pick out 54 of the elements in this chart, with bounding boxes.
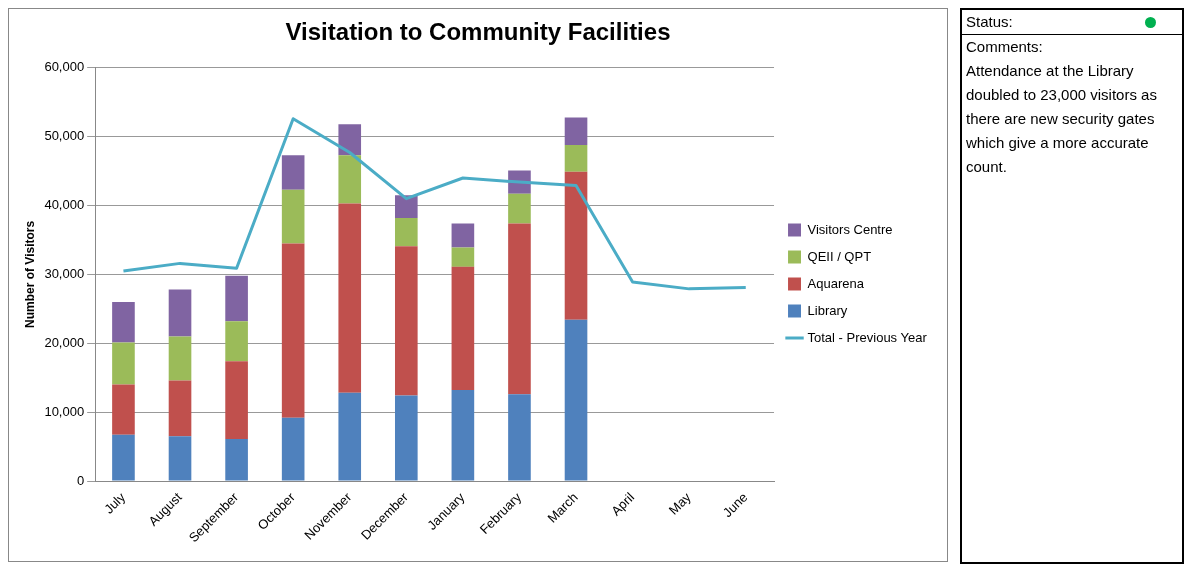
bar bbox=[564, 319, 588, 481]
bar bbox=[508, 223, 531, 395]
bar bbox=[112, 342, 135, 385]
y-tick-label: 50,000 bbox=[44, 128, 85, 144]
text: Comments: bbox=[965, 37, 1044, 57]
bar bbox=[281, 189, 305, 244]
text: Attendance at the Library doubled to 23,000 visitors as there are new security gates which give a more accurate count. bbox=[965, 61, 1158, 177]
y-tick-label: 20,000 bbox=[44, 334, 85, 350]
bar bbox=[395, 195, 418, 218]
bar bbox=[338, 392, 362, 481]
legend-label: QEII / QPT bbox=[807, 248, 872, 264]
bar bbox=[451, 266, 475, 391]
bar bbox=[564, 171, 588, 320]
bar bbox=[395, 217, 418, 247]
text: Status: bbox=[966, 12, 1013, 32]
chart-title: Visitation to Community Facilities bbox=[285, 18, 671, 46]
bar bbox=[281, 417, 305, 481]
bar bbox=[168, 289, 192, 337]
bar bbox=[225, 361, 248, 439]
legend-label: Visitors Centre bbox=[807, 221, 893, 237]
bar bbox=[168, 436, 192, 481]
y-tick-label: 60,000 bbox=[44, 59, 85, 75]
bar bbox=[112, 301, 135, 343]
bar bbox=[168, 336, 192, 381]
bar bbox=[225, 275, 248, 322]
bar bbox=[508, 193, 531, 224]
x-tick-label: May bbox=[665, 489, 695, 518]
bar bbox=[281, 155, 305, 190]
bar bbox=[451, 247, 475, 267]
x-tick-label: July bbox=[101, 489, 129, 517]
bar bbox=[168, 380, 192, 437]
bar bbox=[281, 243, 305, 418]
bar bbox=[395, 395, 418, 481]
bar bbox=[338, 124, 362, 156]
legend-label: Library bbox=[807, 302, 848, 318]
bar bbox=[338, 203, 362, 393]
y-tick-label: 10,000 bbox=[44, 403, 85, 419]
bar bbox=[225, 439, 248, 481]
y-tick-label: 0 bbox=[76, 472, 85, 488]
bar bbox=[225, 321, 248, 362]
y-tick-label: 30,000 bbox=[44, 265, 85, 281]
bar bbox=[112, 384, 135, 435]
y-tick-label: 40,000 bbox=[44, 197, 85, 213]
bar bbox=[451, 223, 475, 248]
bar bbox=[338, 155, 362, 204]
y-axis-title: Number of Visitors bbox=[22, 220, 37, 328]
bar bbox=[564, 144, 588, 172]
legend-label: Aquarena bbox=[807, 275, 865, 291]
bar bbox=[112, 434, 135, 481]
bar bbox=[508, 394, 531, 481]
bar bbox=[451, 390, 475, 481]
bar bbox=[564, 117, 588, 145]
bar bbox=[395, 246, 418, 396]
legend-label: Total - Previous Year bbox=[807, 329, 928, 345]
